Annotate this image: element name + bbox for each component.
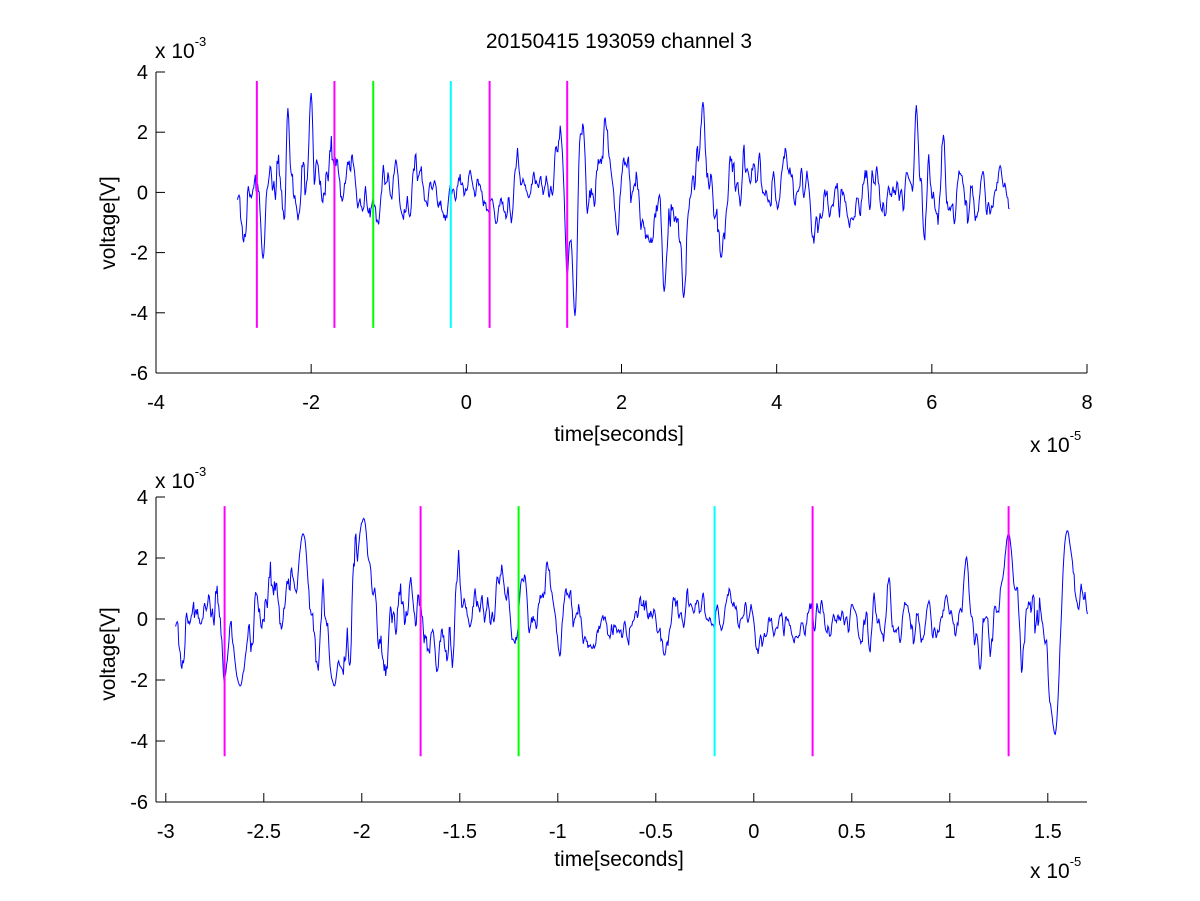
bottom-y-tick-label: -2 (130, 670, 148, 692)
bottom-y-exponent-base: x 10 (155, 470, 195, 493)
bottom-x-tick-label: -2 (353, 821, 371, 843)
top-x-tick-label: -4 (147, 392, 165, 414)
top-y-tick-label: 4 (137, 62, 148, 84)
bottom-x-exponent-power: -5 (1070, 854, 1082, 869)
bottom-x-tick-label: 1.5 (1034, 821, 1062, 843)
top-y-axis-label: voltage[V] (97, 176, 120, 269)
bottom-y-tick-label: -6 (130, 792, 148, 814)
bottom-x-tick-label: -3 (157, 821, 175, 843)
bottom-y-exponent-power: -3 (195, 464, 207, 479)
top-x-tick-label: -2 (302, 392, 320, 414)
bottom-chart-axis-layer: -3 -2.5 -2 -1.5 -1 -0.5 0 0.5 1 1.5 -6 -4 -2 0 2 4 (130, 487, 1087, 843)
chart-title: 20150415 193059 channel 3 (486, 30, 752, 53)
bottom-chart: -3 -2.5 -2 -1.5 -1 -0.5 0 0.5 1 1.5 -6 -4 -2 0 2 4 time… (97, 464, 1088, 883)
top-signal-series (236, 93, 1010, 316)
top-x-exponent-power: -5 (1070, 428, 1082, 443)
top-chart: -4 -2 0 2 4 6 8 -6 -4 -2 0 2 4 time[seconds] voltage… (97, 34, 1093, 457)
bottom-y-tick-label: 0 (137, 609, 148, 631)
top-x-tick-label: 2 (616, 392, 627, 414)
bottom-y-axis-label: voltage[V] (97, 607, 120, 700)
top-x-exponent-base: x 10 (1030, 434, 1070, 457)
bottom-chart-marker-layer (223, 506, 1010, 757)
bottom-x-tick-label: -2.5 (247, 821, 281, 843)
top-x-tick-label: 0 (461, 392, 472, 414)
bottom-x-axis-label: time[seconds] (554, 848, 684, 871)
bottom-x-tick-label: -1 (549, 821, 567, 843)
top-x-tick-label: 8 (1081, 392, 1092, 414)
bottom-x-exponent: x 10-5 (1030, 854, 1081, 883)
bottom-chart-signal-layer (175, 517, 1088, 736)
top-y-tick-label: -6 (130, 363, 148, 385)
bottom-x-exponent-base: x 10 (1030, 860, 1070, 883)
top-y-tick-label: 0 (137, 182, 148, 204)
bottom-y-tick-label: 4 (137, 487, 148, 509)
top-chart-axis-layer: -4 -2 0 2 4 6 8 -6 -4 -2 0 2 4 (130, 62, 1092, 414)
top-x-tick-label: 4 (771, 392, 782, 414)
bottom-y-tick-label: 2 (137, 548, 148, 570)
bottom-x-tick-label: 0 (748, 821, 759, 843)
bottom-x-tick-label: 1 (944, 821, 955, 843)
top-y-tick-label: -4 (130, 303, 148, 325)
top-y-exponent: x 10-3 (155, 34, 206, 63)
top-chart-marker-layer (255, 81, 569, 328)
bottom-y-tick-label: -4 (130, 731, 148, 753)
bottom-y-exponent: x 10-3 (155, 464, 206, 493)
bottom-x-tick-label: -1.5 (443, 821, 477, 843)
top-x-axis-label: time[seconds] (554, 423, 684, 446)
top-y-tick-label: -2 (130, 243, 148, 265)
bottom-x-tick-label: -0.5 (639, 821, 673, 843)
top-y-tick-label: 2 (137, 122, 148, 144)
top-x-exponent: x 10-5 (1030, 428, 1081, 457)
bottom-x-tick-label: 0.5 (838, 821, 866, 843)
bottom-signal-series (175, 517, 1088, 736)
top-y-exponent-base: x 10 (155, 40, 195, 63)
top-y-exponent-power: -3 (195, 34, 207, 49)
top-x-tick-label: 6 (926, 392, 937, 414)
top-chart-signal-layer (236, 93, 1010, 316)
